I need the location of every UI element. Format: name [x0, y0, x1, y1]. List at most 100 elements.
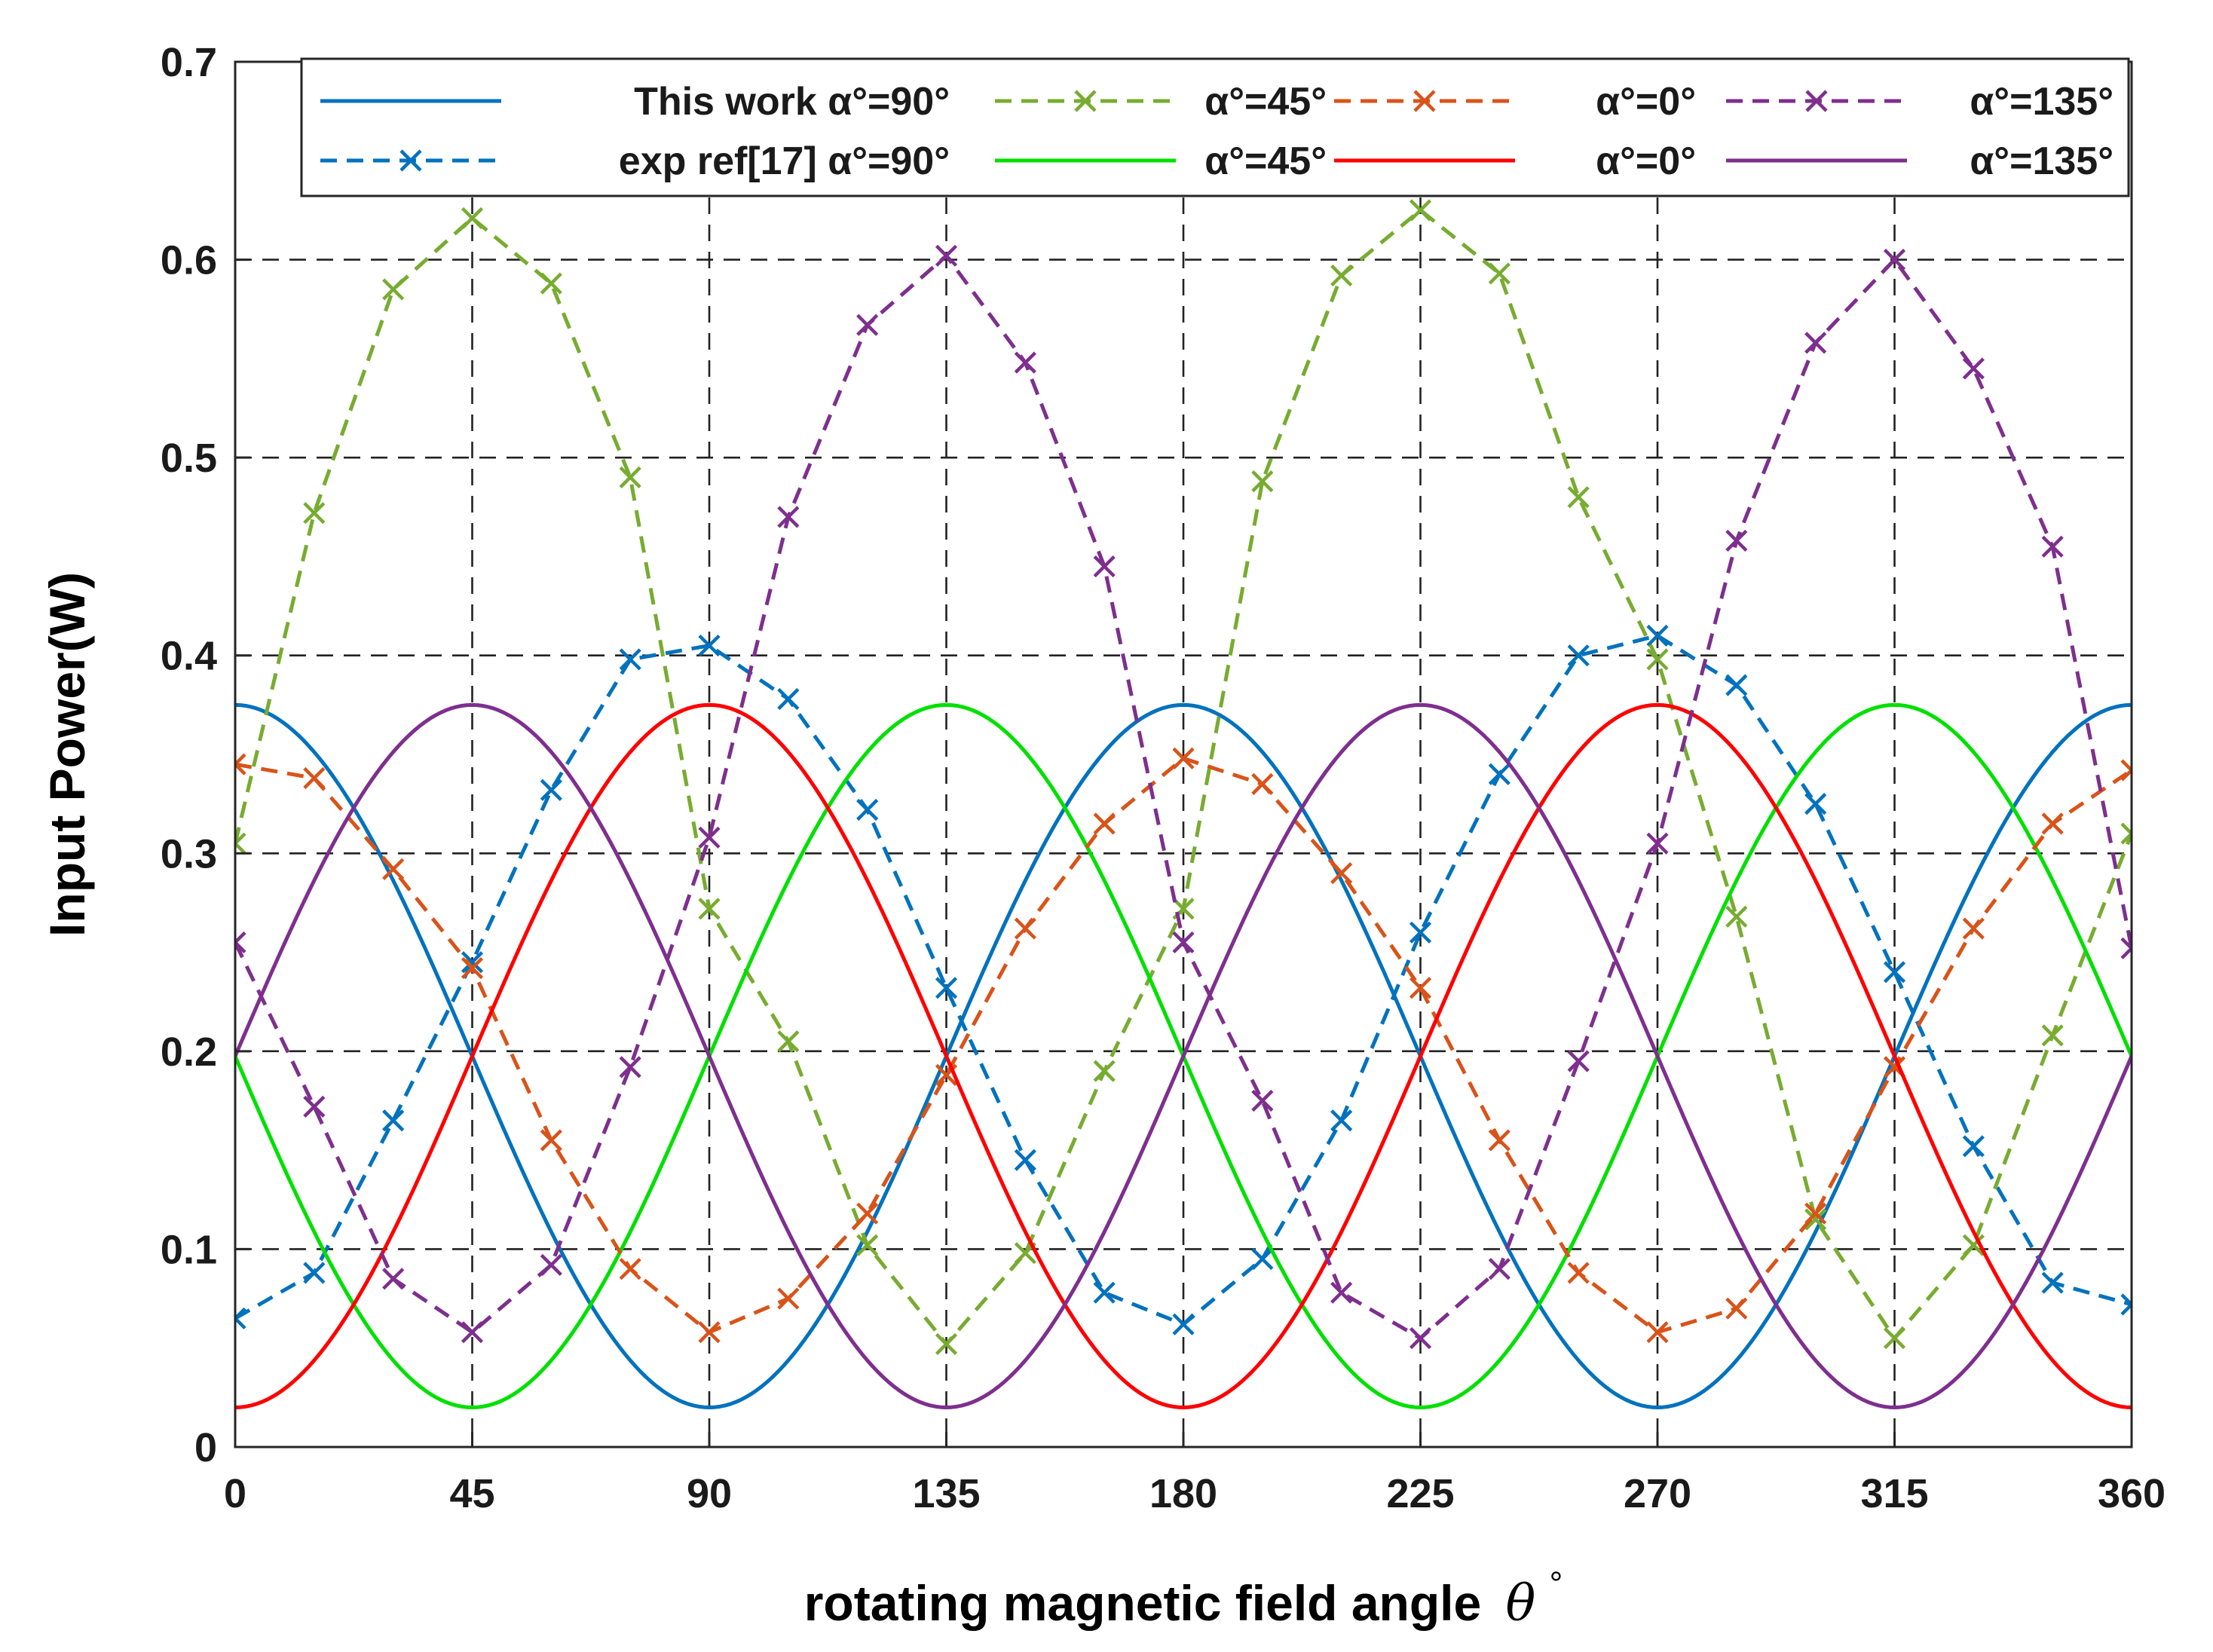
data-point-marker	[461, 951, 484, 974]
data-point-marker	[1567, 486, 1590, 509]
data-point-marker	[856, 314, 879, 336]
series-exp-135	[235, 244, 2132, 1350]
data-point-marker	[1567, 1262, 1590, 1284]
series-exp-45	[235, 199, 2132, 1356]
y-tick-label: 0.6	[161, 238, 217, 283]
legend-label: α°=0°	[1596, 139, 1696, 183]
data-point-marker	[856, 1202, 879, 1225]
data-point-marker	[1725, 674, 1748, 696]
x-tick-label: 270	[1624, 1471, 1691, 1516]
series-line	[235, 702, 2132, 1409]
data-point-marker	[382, 1109, 405, 1132]
data-point-marker	[1646, 624, 1669, 647]
data-point-marker	[1251, 470, 1274, 493]
data-point-marker	[1725, 1297, 1748, 1320]
legend-label: α°=45°	[1204, 80, 1327, 124]
x-tick-label: 45	[449, 1471, 494, 1516]
data-point-marker	[1093, 1060, 1116, 1082]
data-point-marker	[540, 272, 562, 295]
data-point-marker	[540, 1129, 562, 1152]
x-axis-theta-symbol: θ	[1506, 1574, 1536, 1632]
y-tick-label: 0	[194, 1425, 217, 1470]
data-point-marker	[777, 1030, 800, 1053]
series-line	[235, 702, 2132, 1409]
data-point-marker	[1014, 917, 1036, 940]
data-point-marker	[619, 1056, 641, 1078]
legend-entry: α°=0°	[1334, 80, 1696, 124]
data-point-marker	[1014, 351, 1036, 374]
data-point-marker	[856, 1234, 879, 1256]
x-tick-label: 225	[1386, 1471, 1454, 1516]
data-point-marker	[2041, 1024, 2064, 1047]
data-point-marker	[777, 1287, 800, 1310]
data-point-marker	[1093, 555, 1116, 578]
y-tick-label: 0.5	[161, 436, 217, 481]
data-point-marker	[619, 1258, 641, 1280]
data-point-marker	[1804, 1202, 1827, 1225]
series-model-this-work-90	[235, 702, 2132, 1409]
y-tick-label: 0.1	[161, 1227, 217, 1272]
data-point-marker	[1251, 1089, 1274, 1112]
data-point-marker	[698, 634, 721, 657]
legend-marker-sample	[1074, 90, 1097, 112]
series-exp-0	[235, 747, 2132, 1344]
data-point-marker	[2041, 1271, 2064, 1294]
data-point-marker	[1172, 931, 1195, 954]
data-point-marker	[303, 1262, 326, 1284]
x-tick-label: 90	[687, 1471, 732, 1516]
x-axis-title: rotating magnetic field angle θ °	[804, 1565, 1563, 1632]
data-point-marker	[1488, 763, 1511, 785]
data-point-marker	[382, 858, 405, 880]
y-tick-label: 0.7	[161, 40, 217, 85]
legend-marker-sample	[1805, 90, 1828, 112]
data-point-marker	[856, 798, 879, 821]
data-point-marker	[1251, 772, 1274, 795]
legend-label: exp ref[17] α°=90°	[619, 139, 950, 183]
data-point-marker	[1883, 961, 1906, 984]
data-point-marker	[1172, 1313, 1195, 1335]
data-point-marker	[1330, 1109, 1353, 1132]
data-point-marker	[698, 1321, 721, 1344]
legend-marker-sample	[1413, 90, 1436, 112]
y-tick-label: 0.3	[161, 831, 217, 876]
data-point-marker	[1646, 1321, 1669, 1344]
data-point-marker	[2120, 759, 2132, 782]
legend-entry: This work α°=90°	[320, 80, 950, 124]
series-model-135	[235, 702, 2132, 1409]
y-tick-label: 0.4	[161, 634, 217, 679]
y-tick-label: 0.2	[161, 1029, 217, 1075]
data-point-marker	[1883, 248, 1906, 271]
data-point-marker	[235, 1307, 246, 1329]
series-model-0	[235, 702, 2132, 1409]
legend-entry: α°=45°	[995, 80, 1327, 124]
data-point-marker	[461, 956, 484, 980]
data-point-marker	[1330, 861, 1353, 885]
data-point-marker	[1646, 648, 1669, 671]
data-point-marker	[619, 648, 641, 671]
data-point-marker	[1804, 332, 1827, 354]
data-point-marker	[698, 898, 721, 920]
legend-label: α°=0°	[1596, 80, 1696, 124]
data-point-marker	[461, 1321, 484, 1344]
data-point-marker	[935, 977, 958, 999]
data-point-marker	[935, 244, 958, 267]
grid	[235, 62, 2132, 1447]
data-point-marker	[1409, 977, 1432, 999]
data-point-marker	[777, 687, 800, 711]
data-point-marker	[303, 1095, 326, 1118]
legend-entry: α°=45°	[995, 139, 1327, 183]
data-point-marker	[1883, 1326, 1906, 1350]
data-point-marker	[1804, 793, 1827, 815]
plot-series	[235, 199, 2132, 1409]
x-tick-label: 135	[912, 1471, 980, 1516]
legend-label: α°=135°	[1970, 80, 2114, 124]
data-point-marker	[1725, 529, 1748, 552]
data-point-marker	[1409, 921, 1432, 944]
data-point-marker	[698, 826, 721, 849]
x-tick-label: 180	[1149, 1471, 1217, 1516]
data-point-marker	[1646, 832, 1669, 855]
x-tick-label: 360	[2098, 1471, 2166, 1516]
data-point-marker	[303, 766, 326, 790]
legend-entry: exp ref[17] α°=90°	[320, 139, 950, 183]
data-point-marker	[2041, 812, 2064, 835]
